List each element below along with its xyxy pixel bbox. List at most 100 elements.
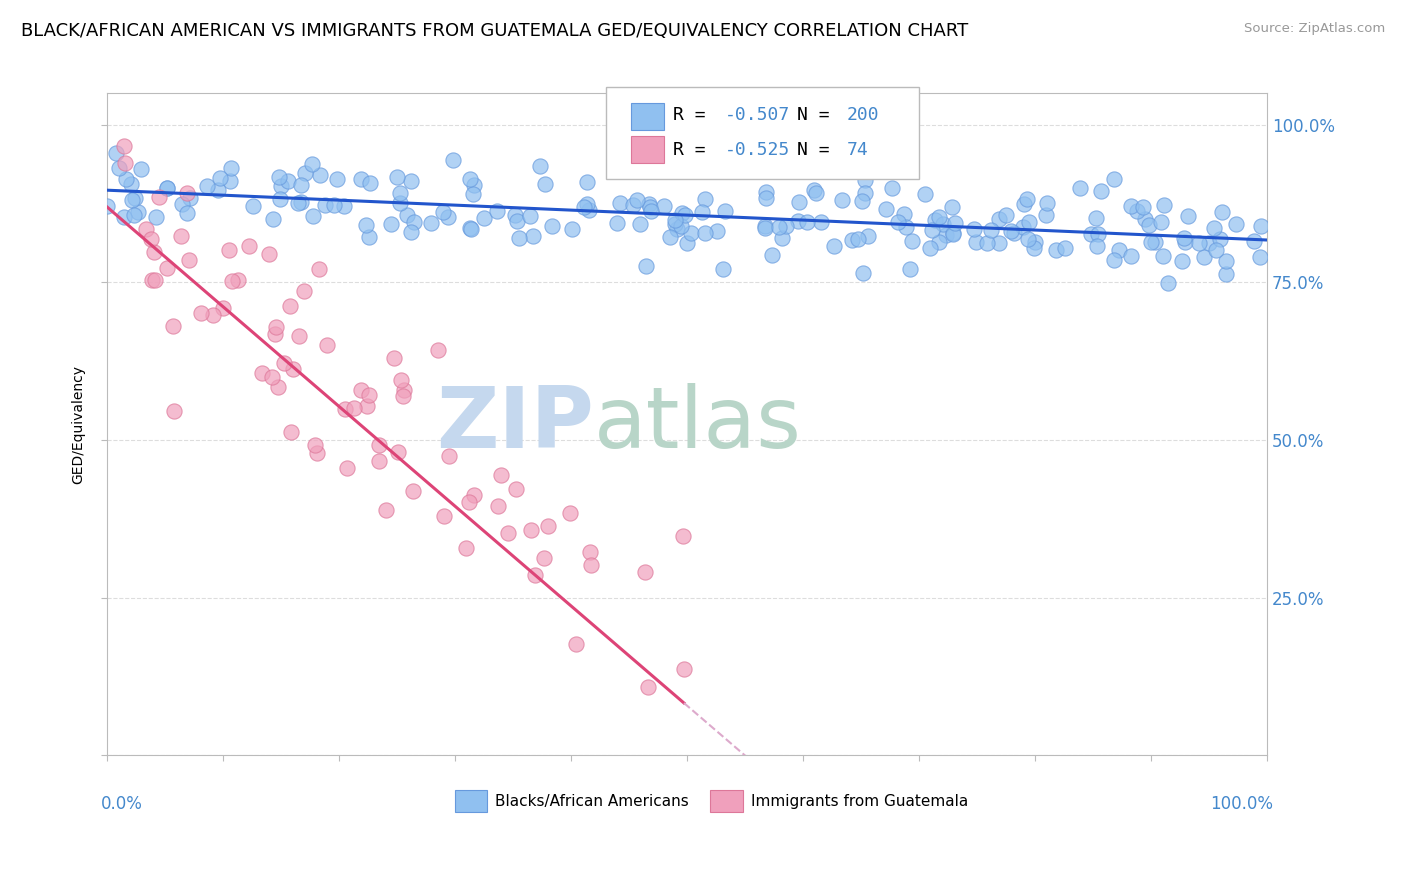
Point bbox=[389, 373, 412, 387]
Point bbox=[1035, 208, 1057, 222]
Point bbox=[148, 189, 170, 203]
Point bbox=[388, 195, 411, 210]
Point bbox=[918, 241, 941, 255]
Text: -0.525: -0.525 bbox=[725, 141, 790, 159]
Point bbox=[1054, 241, 1077, 255]
Point bbox=[143, 245, 166, 260]
Point bbox=[755, 186, 778, 200]
Point bbox=[810, 215, 832, 229]
Point bbox=[290, 178, 312, 193]
Point bbox=[458, 171, 481, 186]
Text: N =: N = bbox=[797, 106, 841, 124]
Point bbox=[1192, 250, 1215, 264]
Text: Blacks/African Americans: Blacks/African Americans bbox=[495, 794, 689, 808]
Point bbox=[1085, 239, 1108, 253]
Point bbox=[755, 191, 778, 205]
Point bbox=[1018, 215, 1040, 229]
Point bbox=[269, 170, 291, 185]
Point bbox=[439, 449, 461, 463]
Point bbox=[659, 230, 682, 244]
Point bbox=[1045, 244, 1067, 258]
Point bbox=[1024, 241, 1046, 255]
Point bbox=[112, 139, 135, 153]
Point bbox=[419, 216, 441, 230]
Point bbox=[277, 174, 299, 188]
Point bbox=[506, 213, 529, 227]
Point bbox=[987, 211, 1010, 226]
Point bbox=[664, 217, 686, 231]
Point bbox=[292, 285, 315, 299]
Point bbox=[831, 194, 853, 208]
Point bbox=[322, 198, 344, 212]
Point bbox=[1225, 218, 1247, 232]
Point bbox=[458, 495, 481, 509]
Point bbox=[432, 508, 454, 523]
Point bbox=[283, 362, 305, 376]
Point bbox=[211, 301, 233, 315]
Text: R =: R = bbox=[673, 141, 717, 159]
Point bbox=[156, 181, 179, 195]
Point bbox=[96, 199, 118, 213]
FancyBboxPatch shape bbox=[454, 790, 488, 812]
Point bbox=[941, 200, 963, 214]
Point bbox=[673, 208, 696, 222]
FancyBboxPatch shape bbox=[631, 103, 664, 129]
Point bbox=[354, 218, 377, 232]
Point bbox=[441, 153, 464, 168]
Point bbox=[804, 186, 827, 200]
Point bbox=[1002, 226, 1025, 240]
Point bbox=[305, 445, 328, 459]
Point bbox=[564, 637, 586, 651]
Point bbox=[190, 306, 212, 320]
Point bbox=[114, 155, 136, 169]
Point bbox=[858, 228, 880, 243]
Point bbox=[637, 681, 659, 695]
Point bbox=[1017, 232, 1039, 246]
Point bbox=[671, 219, 693, 233]
Point bbox=[427, 343, 450, 357]
Point bbox=[921, 223, 943, 237]
Point bbox=[754, 220, 776, 235]
Point bbox=[1170, 253, 1192, 268]
Point bbox=[177, 253, 200, 268]
FancyBboxPatch shape bbox=[606, 87, 920, 179]
Point bbox=[392, 388, 415, 402]
Point bbox=[336, 461, 359, 475]
Point bbox=[474, 211, 496, 225]
Point bbox=[519, 209, 541, 223]
Point bbox=[218, 243, 240, 257]
Point bbox=[170, 196, 193, 211]
Point bbox=[638, 197, 661, 211]
Point bbox=[374, 502, 396, 516]
Point bbox=[1188, 235, 1211, 250]
Point bbox=[112, 210, 135, 224]
Point bbox=[576, 196, 599, 211]
Point bbox=[1069, 181, 1091, 195]
Point bbox=[706, 223, 728, 237]
Point bbox=[392, 383, 415, 397]
Point bbox=[690, 205, 713, 219]
Point bbox=[676, 236, 699, 251]
Point bbox=[695, 192, 717, 206]
Point bbox=[1137, 218, 1160, 232]
Point bbox=[775, 219, 797, 233]
Point bbox=[156, 180, 179, 194]
Text: Source: ZipAtlas.com: Source: ZipAtlas.com bbox=[1244, 22, 1385, 36]
Point bbox=[179, 191, 201, 205]
Point bbox=[1215, 254, 1237, 268]
Point bbox=[893, 207, 915, 221]
Point bbox=[207, 183, 229, 197]
Point bbox=[122, 208, 145, 222]
Point bbox=[578, 202, 600, 217]
Point bbox=[496, 526, 519, 541]
Text: Immigrants from Guatemala: Immigrants from Guatemala bbox=[751, 794, 967, 808]
Point bbox=[671, 205, 693, 219]
Point bbox=[402, 214, 425, 228]
Point bbox=[333, 199, 356, 213]
Point bbox=[388, 186, 411, 201]
Point bbox=[768, 220, 790, 235]
Point bbox=[314, 198, 336, 212]
Point bbox=[980, 223, 1002, 237]
Point bbox=[1024, 235, 1046, 249]
Point bbox=[1140, 235, 1163, 249]
